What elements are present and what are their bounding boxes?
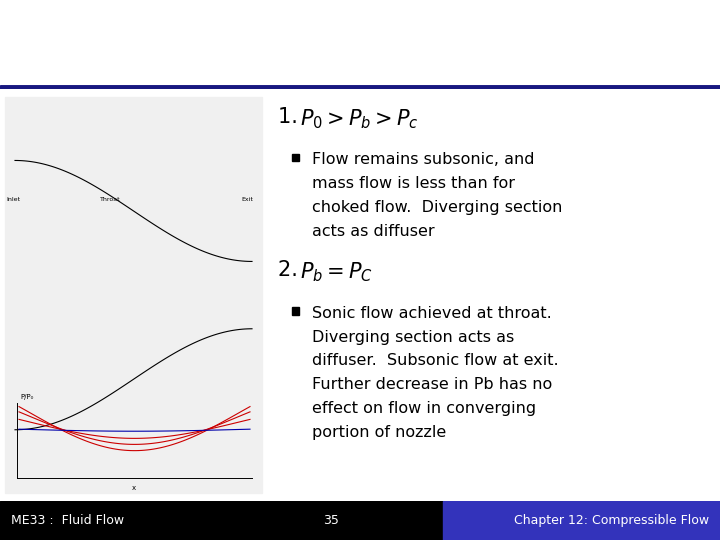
Bar (0, 86, 720, 88)
Bar (0, 87, 720, 89)
Text: Exit: Exit (241, 197, 253, 202)
Bar (0, 86, 720, 88)
Bar (0, 86, 720, 87)
Bar (0, 87, 720, 89)
Text: ME33 :  Fluid Flow: ME33 : Fluid Flow (11, 514, 124, 527)
Bar (0, 87, 720, 89)
Bar (0, 87, 720, 89)
Bar (0, 87, 720, 89)
Bar (0, 86, 720, 88)
Bar (0, 86, 720, 87)
Bar (0, 86, 720, 88)
Bar (0, 87, 720, 89)
Bar (0, 86, 720, 87)
Bar (0, 86, 720, 88)
Bar (0, 87, 720, 89)
Bar (0, 87, 720, 89)
Bar (0, 87, 720, 89)
Bar (292, 154, 300, 161)
Text: 2.: 2. (278, 260, 311, 280)
Bar (5, 97, 262, 493)
Text: $P_0 > P_b > P_c$: $P_0 > P_b > P_c$ (300, 107, 418, 131)
Bar (0, 87, 720, 89)
Bar (0, 87, 720, 88)
Bar (0, 87, 720, 89)
Bar (0, 87, 720, 89)
Bar (0, 86, 720, 88)
Bar (0, 86, 720, 88)
Bar (0, 87, 720, 89)
Bar (0, 86, 720, 87)
Text: Sonic flow achieved at throat.: Sonic flow achieved at throat. (312, 306, 552, 321)
Bar (0, 87, 720, 89)
Text: Further decrease in Pb has no: Further decrease in Pb has no (312, 377, 552, 393)
Text: Chapter 12: Compressible Flow: Chapter 12: Compressible Flow (514, 514, 709, 527)
Bar (0, 87, 720, 88)
Bar (0, 86, 720, 88)
Text: Flow remains subsonic, and: Flow remains subsonic, and (312, 152, 534, 167)
Bar (0, 87, 720, 89)
Bar (0, 86, 720, 87)
Bar (0, 86, 720, 88)
Text: Inlet: Inlet (6, 197, 20, 202)
Bar (0, 87, 720, 89)
Text: mass flow is less than for: mass flow is less than for (312, 177, 515, 191)
Bar (0, 87, 720, 89)
Text: Converging-Diverging Nozzles: Converging-Diverging Nozzles (11, 60, 282, 78)
Bar (0, 87, 720, 88)
Bar (0, 86, 720, 88)
Bar (0, 86, 720, 88)
Text: 35: 35 (323, 514, 339, 527)
Text: P/P₀: P/P₀ (20, 394, 33, 400)
Bar (0, 86, 720, 88)
Bar (0, 87, 720, 88)
Bar (0, 87, 720, 89)
Bar (0, 87, 720, 89)
Bar (292, 307, 300, 315)
Text: 1.: 1. (278, 107, 311, 127)
Bar (0, 87, 720, 89)
Bar (443, 501, 720, 540)
Text: diffuser.  Subsonic flow at exit.: diffuser. Subsonic flow at exit. (312, 354, 559, 368)
Bar (0, 501, 443, 540)
Bar (0, 86, 720, 88)
Bar (0, 87, 720, 89)
Bar (0, 87, 720, 88)
Text: Throat: Throat (99, 197, 120, 202)
Text: x: x (132, 485, 135, 491)
Bar (0, 87, 720, 89)
Bar (0, 87, 720, 89)
Bar (0, 87, 720, 89)
Text: choked flow.  Diverging section: choked flow. Diverging section (312, 200, 562, 215)
Text: portion of nozzle: portion of nozzle (312, 425, 446, 440)
Text: $P_b = P_C$: $P_b = P_C$ (300, 260, 373, 284)
Text: acts as diffuser: acts as diffuser (312, 224, 435, 239)
Bar (0, 87, 720, 89)
Bar (0, 87, 720, 89)
Bar (0, 86, 720, 88)
Bar (0, 87, 720, 89)
Bar (0, 87, 720, 89)
Text: Diverging section acts as: Diverging section acts as (312, 329, 514, 345)
Bar (0, 87, 720, 88)
Bar (0, 87, 720, 89)
Bar (0, 86, 720, 88)
Bar (0, 87, 720, 89)
Bar (0, 87, 720, 89)
Text: effect on flow in converging: effect on flow in converging (312, 401, 536, 416)
Bar (0, 86, 720, 88)
Bar (0, 87, 720, 89)
Bar (0, 87, 720, 89)
Text: Isentropic Flow Through Nozzles: Isentropic Flow Through Nozzles (11, 13, 521, 40)
